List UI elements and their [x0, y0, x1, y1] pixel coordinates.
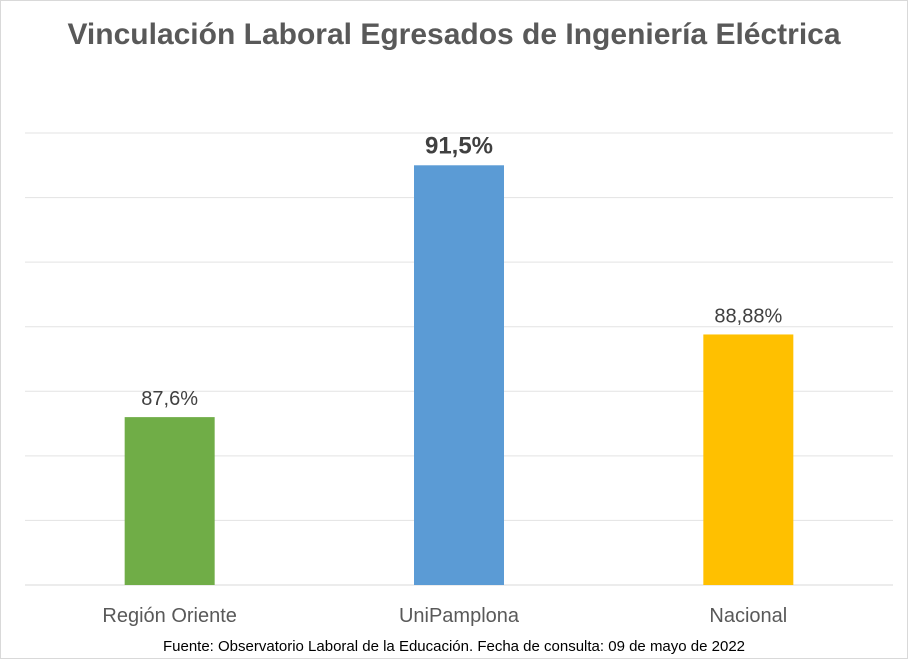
data-label-1: 91,5% [425, 132, 493, 159]
data-label-0: 87,6% [141, 388, 198, 410]
bar-2 [703, 334, 794, 585]
x-tick-label-2: Nacional [709, 605, 787, 627]
chart-title: Vinculación Laboral Egresados de Ingenie… [67, 18, 841, 51]
bar-1 [414, 165, 504, 586]
bar-0 [124, 417, 215, 585]
data-label-2: 88,88% [714, 305, 782, 327]
x-tick-label-1: UniPamplona [399, 605, 520, 627]
x-tick-label-0: Región Oriente [102, 605, 237, 627]
source-footer: Fuente: Observatorio Laboral de la Educa… [162, 638, 746, 655]
